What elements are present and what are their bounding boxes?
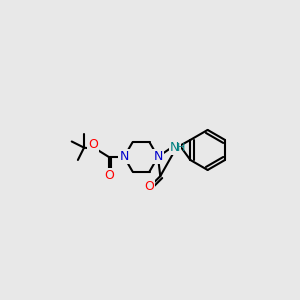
Text: H: H xyxy=(177,143,185,153)
Text: O: O xyxy=(88,138,98,151)
Text: N: N xyxy=(119,150,129,164)
Text: O: O xyxy=(145,180,154,194)
Text: N: N xyxy=(153,150,163,164)
Text: O: O xyxy=(104,169,114,182)
Text: N: N xyxy=(170,141,180,154)
